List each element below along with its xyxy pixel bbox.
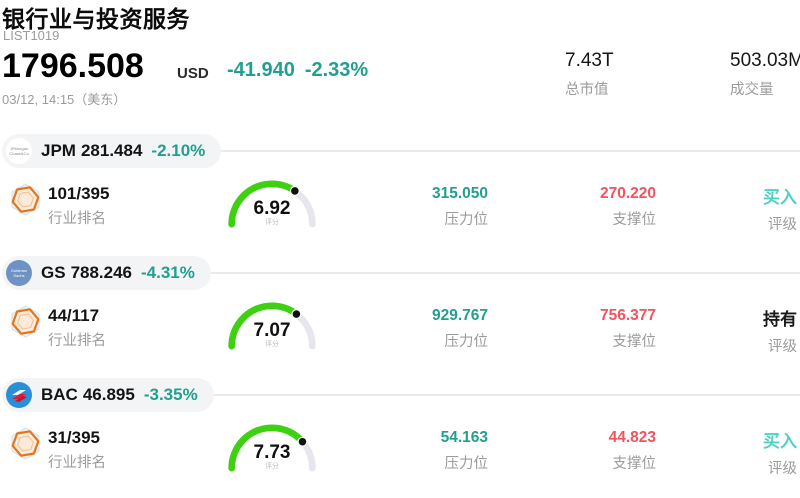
- score-label: 评分: [265, 339, 279, 348]
- divider-line: [210, 272, 800, 274]
- stock-pill-bac[interactable]: BAC 46.895 -3.35%: [2, 378, 214, 412]
- score-gauge: 6.92 评分: [224, 176, 320, 230]
- score-value: 6.92: [253, 198, 291, 219]
- industry-rank-value: 44/117: [48, 306, 100, 325]
- change-value: -41.940: [227, 59, 295, 81]
- stock-change-percent: -3.35%: [143, 385, 198, 404]
- change-percent: -2.33%: [304, 59, 369, 81]
- market-cap-stat: 7.43T 总市值: [565, 50, 614, 99]
- index-change: -41.940 -2.33%: [227, 59, 368, 82]
- support-label: 支撑位: [612, 456, 657, 472]
- resistance-value: 929.767: [431, 307, 488, 324]
- stock-row-bac: BAC 46.895 -3.35% 31/395 行业排名 7.73 评分 54.…: [0, 376, 800, 498]
- industry-badge-icon: [7, 181, 44, 218]
- resistance-value: 315.050: [431, 185, 488, 202]
- industry-rank-value: 101/395: [48, 184, 110, 203]
- score-value: 7.73: [253, 442, 291, 463]
- industry-rank-value: 31/395: [48, 428, 100, 447]
- volume-label: 成交量: [730, 82, 774, 98]
- market-cap-value: 7.43T: [565, 50, 614, 71]
- industry-rank-label: 行业排名: [48, 455, 106, 471]
- score-gauge: 7.07 评分: [224, 298, 320, 352]
- market-cap-label: 总市值: [565, 82, 609, 98]
- resistance-label: 压力位: [444, 456, 489, 472]
- row-header: JPMorgan Chase&Co JPM 281.484 -2.10%: [2, 134, 800, 168]
- stock-row-jpm: JPMorgan Chase&Co JPM 281.484 -2.10% 101/3…: [0, 132, 800, 254]
- stock-pill-gs[interactable]: Goldman Sachs GS 788.246 -4.31%: [2, 256, 211, 290]
- stock-change-percent: -4.31%: [141, 263, 195, 282]
- resistance-label: 压力位: [444, 212, 489, 228]
- support-value: 270.220: [599, 185, 656, 202]
- page-title: 银行业与投资服务: [2, 6, 190, 32]
- list-id: LIST1019: [3, 28, 60, 43]
- support-label: 支撑位: [612, 334, 657, 350]
- divider-line: [221, 150, 800, 152]
- row-header: BAC 46.895 -3.35%: [2, 378, 800, 412]
- index-price: 1796.508: [2, 47, 144, 85]
- currency-label: USD: [177, 65, 209, 82]
- ticker-and-price: GS 788.246: [41, 263, 133, 282]
- rating-value: 持有: [763, 310, 797, 329]
- industry-badge-icon: [7, 303, 44, 340]
- volume-stat: 503.03M 成交量: [730, 50, 800, 99]
- score-label: 评分: [265, 461, 279, 470]
- stock-change-percent: -2.10%: [151, 141, 206, 160]
- goldman-sachs-logo: Goldman Sachs: [6, 260, 32, 286]
- resistance-label: 压力位: [444, 334, 489, 350]
- jpmorgan-logo: JPMorgan Chase&Co: [6, 138, 32, 164]
- bank-of-america-flag-icon: [6, 382, 32, 408]
- rating-value: 买入: [763, 432, 797, 451]
- resistance-value: 54.163: [440, 429, 488, 446]
- industry-rank-label: 行业排名: [48, 333, 106, 349]
- score-label: 评分: [265, 217, 279, 226]
- volume-value: 503.03M: [730, 50, 800, 71]
- stock-pill-jpm[interactable]: JPMorgan Chase&Co JPM 281.484 -2.10%: [2, 134, 222, 168]
- rating-label: 评级: [768, 217, 797, 233]
- rating-label: 评级: [768, 339, 797, 355]
- score-value: 7.07: [253, 320, 291, 341]
- industry-badge-icon: [7, 425, 44, 462]
- row-header: Goldman Sachs GS 788.246 -4.31%: [2, 256, 800, 290]
- divider-line: [213, 394, 800, 396]
- rating-label: 评级: [768, 461, 797, 477]
- quote-timestamp: 03/12, 14:15（美东）: [2, 92, 127, 107]
- stock-row-gs: Goldman Sachs GS 788.246 -4.31% 44/117 行业排…: [0, 254, 800, 376]
- support-value: 44.823: [608, 429, 656, 446]
- ticker-and-price: JPM 281.484: [41, 141, 143, 160]
- industry-rank-label: 行业排名: [48, 211, 106, 227]
- rating-value: 买入: [763, 188, 797, 207]
- support-value: 756.377: [599, 307, 656, 324]
- ticker-and-price: BAC 46.895: [41, 385, 135, 404]
- support-label: 支撑位: [612, 212, 657, 228]
- score-gauge: 7.73 评分: [224, 420, 320, 474]
